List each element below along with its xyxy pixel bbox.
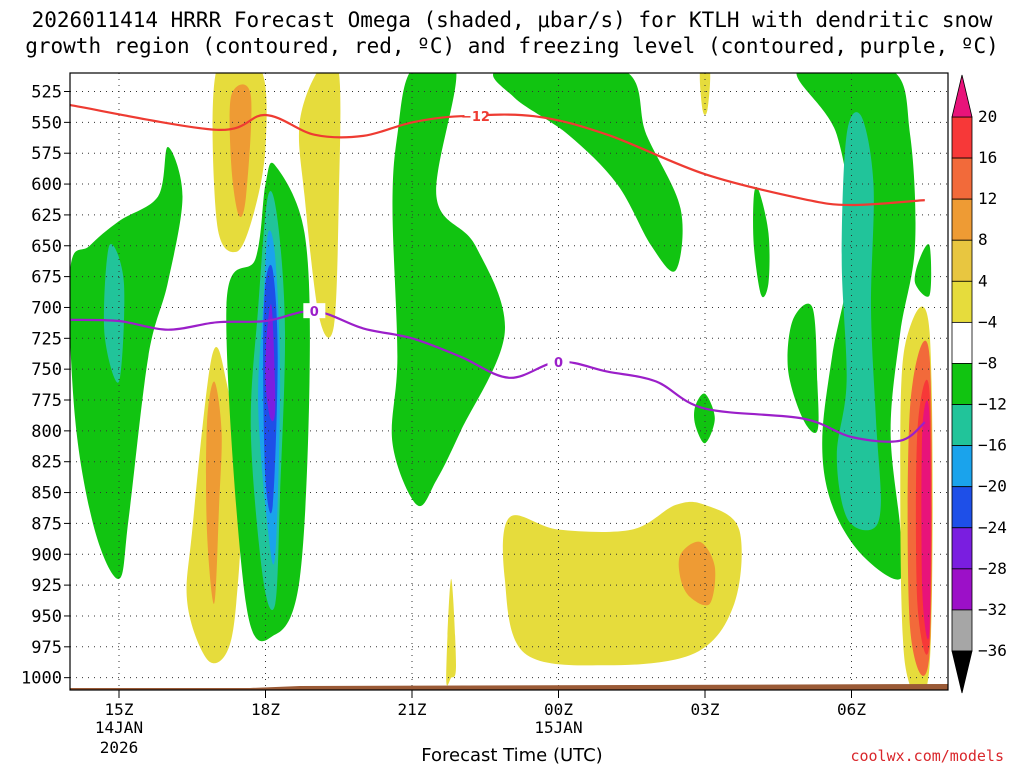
x-tick-date: 15JAN: [534, 718, 582, 737]
y-axis: 525 550 575 600 625 650 675 700 725 750 775 800 825 8…: [21, 83, 70, 689]
omega-region: [229, 84, 252, 218]
y-tick-label: 900: [31, 545, 62, 565]
colorbar-bin: [951, 321, 973, 364]
terrain-strip: [70, 684, 948, 690]
omega-region: [446, 578, 456, 686]
y-tick-label: 850: [31, 484, 62, 504]
colorbar-top-arrow: [951, 74, 973, 118]
x-axis-title: Forecast Time (UTC): [421, 745, 603, 766]
omega-shaded-regions: [70, 73, 933, 690]
x-tick-label: 15Z: [105, 700, 134, 719]
x-tick-label: 00Z: [544, 700, 573, 719]
plot-frame: [69, 72, 949, 691]
y-tick-label: 800: [31, 422, 62, 442]
colorbar-label: −32: [978, 600, 1007, 619]
y-tick-label: 950: [31, 607, 62, 627]
plot-border: [69, 72, 949, 691]
colorbar-bottom-arrow: [951, 650, 973, 694]
dgz-minus12-line: [70, 104, 925, 207]
y-tick-label: 1000: [21, 669, 62, 689]
omega-region: [699, 73, 711, 115]
y-tick-label: 650: [31, 237, 62, 257]
y-tick-label: 925: [31, 576, 62, 596]
omega-region: [678, 541, 716, 606]
colorbar: 20 16 12 8 4 −4 −8 −12 −16 −20 −24 −28 −32 −36: [951, 74, 1007, 694]
omega-region: [502, 501, 742, 666]
colorbar-label: −12: [978, 395, 1007, 414]
freezing-level-0-label-bg: [547, 353, 570, 369]
colorbar-label: 12: [978, 189, 997, 208]
y-tick-label: 675: [31, 268, 62, 288]
x-tick-label: 21Z: [398, 700, 427, 719]
y-tick-label: 575: [31, 144, 62, 164]
colorbar-bin: [951, 239, 973, 282]
x-tick-label: 18Z: [251, 700, 280, 719]
colorbar-label: −36: [978, 641, 1007, 660]
y-tick-label: 825: [31, 453, 62, 473]
colorbar-label: 8: [978, 230, 988, 249]
y-tick-label: 625: [31, 206, 62, 226]
dgz-minus12-label: −12: [461, 110, 490, 125]
omega-region: [694, 393, 715, 444]
y-tick-label: 600: [31, 175, 62, 195]
colorbar-label: −28: [978, 559, 1007, 578]
colorbar-bin: [951, 363, 973, 405]
colorbar-bin: [951, 445, 973, 488]
y-tick-label: 725: [31, 329, 62, 349]
freezing-level-0-label: 0: [554, 356, 563, 371]
dgz-minus12-label-bg: [464, 108, 487, 124]
colorbar-label: 20: [978, 107, 997, 126]
colorbar-label: −16: [978, 436, 1007, 455]
colorbar-bin: [951, 280, 973, 323]
chart-title-line-1: 2026011414 HRRR Forecast Omega (shaded, …: [31, 8, 993, 32]
y-tick-label: 975: [31, 638, 62, 658]
chart-title-line-2: growth region (contoured, red, ºC) and f…: [25, 34, 999, 58]
terrain-surface: [70, 684, 948, 690]
y-tick-label: 700: [31, 298, 62, 318]
y-tick-label: 525: [31, 83, 62, 103]
colorbar-label: 4: [978, 271, 988, 290]
colorbar-bin: [951, 404, 973, 447]
colorbar-label: −20: [978, 477, 1007, 496]
colorbar-bin: [951, 609, 973, 652]
omega-region: [921, 400, 931, 640]
freezing-level-0-label: 0: [310, 305, 319, 320]
x-tick-year: 2026: [100, 738, 139, 757]
omega-region: [836, 112, 881, 531]
grid-lines: [70, 73, 948, 690]
x-tick-label: 03Z: [691, 700, 720, 719]
omega-region: [103, 244, 125, 383]
colorbar-bin: [951, 157, 973, 200]
y-tick-label: 775: [31, 391, 62, 411]
omega-region: [391, 73, 505, 507]
colorbar-bin: [951, 568, 973, 611]
omega-region: [265, 304, 276, 422]
x-tick-date: 14JAN: [95, 718, 143, 737]
omega-region: [493, 73, 683, 272]
omega-region: [298, 73, 341, 338]
colorbar-bin: [951, 198, 973, 241]
omega-region: [914, 244, 932, 297]
omega-region: [206, 381, 222, 604]
omega-region: [787, 303, 819, 433]
colorbar-bin: [951, 116, 973, 159]
x-tick-label: 06Z: [837, 700, 866, 719]
y-tick-label: 550: [31, 113, 62, 133]
freezing-level-0-label-bg: [303, 303, 326, 319]
credit-text: coolwx.com/models: [850, 747, 1004, 765]
colorbar-label: −4: [978, 312, 997, 331]
omega-region: [70, 147, 183, 579]
colorbar-bin: [951, 527, 973, 570]
colorbar-label: −24: [978, 518, 1007, 537]
y-tick-label: 750: [31, 360, 62, 380]
colorbar-bin: [951, 486, 973, 529]
colorbar-label: −8: [978, 353, 997, 372]
omega-region: [753, 187, 770, 298]
freezing-level-0-line: [70, 310, 926, 443]
colorbar-label: 16: [978, 148, 997, 167]
y-tick-label: 875: [31, 514, 62, 534]
contour-lines: −12 0 0: [70, 104, 926, 443]
